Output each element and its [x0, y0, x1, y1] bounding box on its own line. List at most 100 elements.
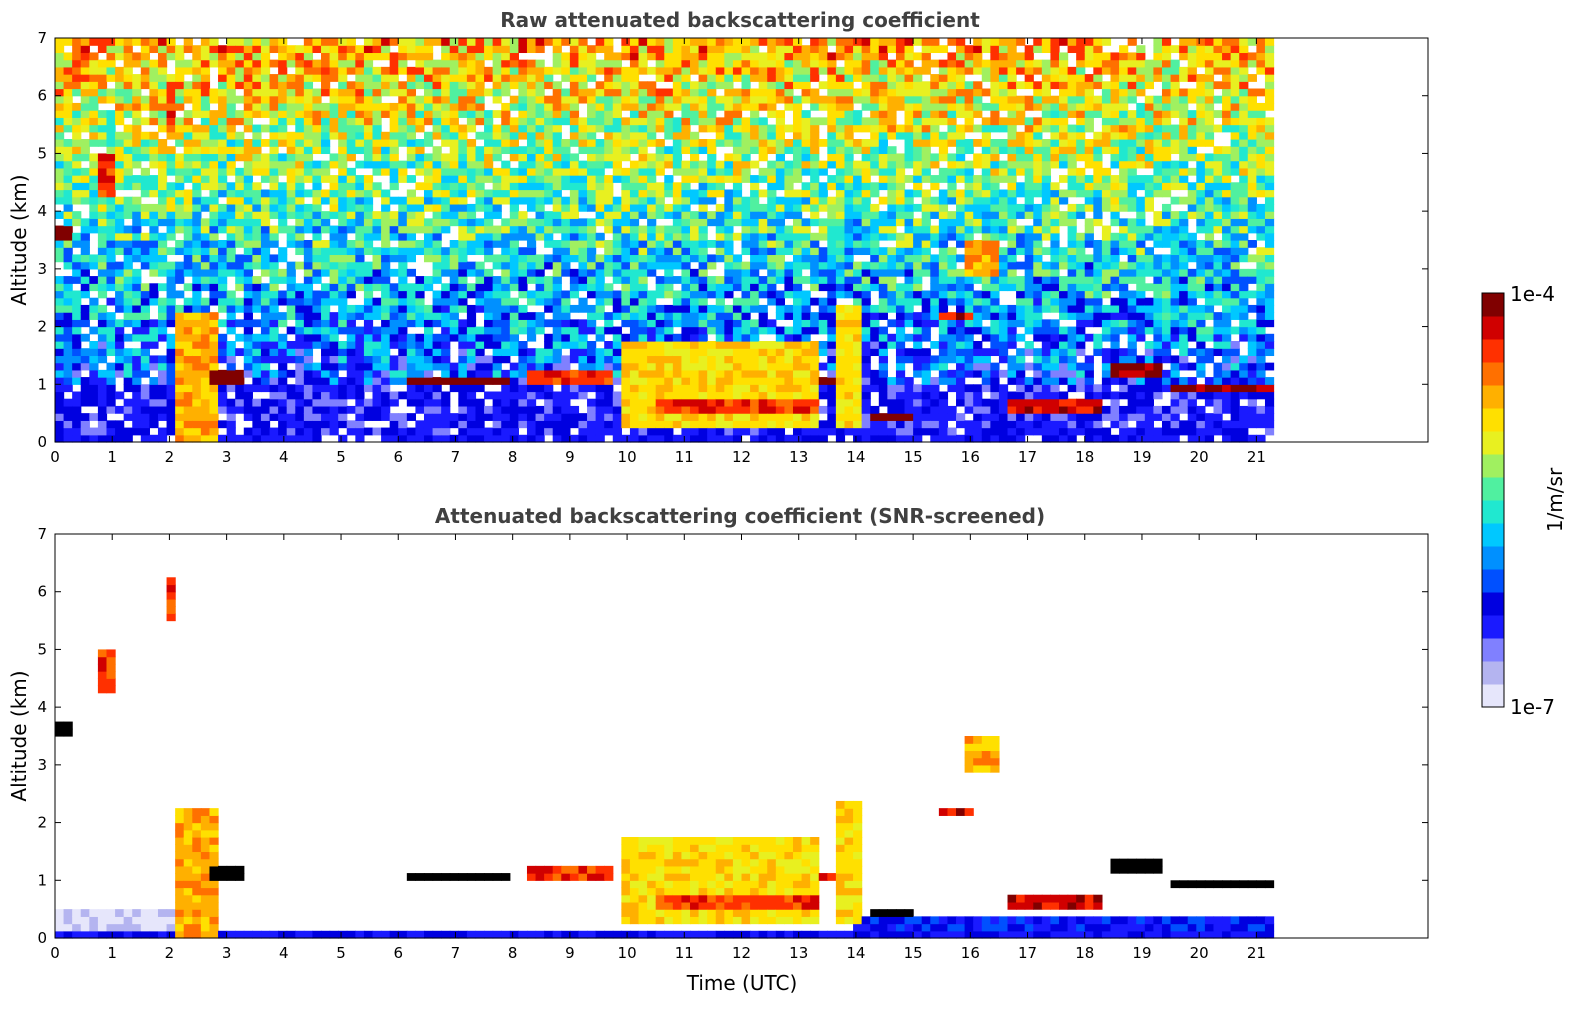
heat-cell [655, 74, 665, 82]
heat-cell [432, 160, 442, 169]
heat-cell [621, 175, 631, 183]
heat-cell [72, 66, 82, 75]
heat-cell [157, 312, 168, 320]
heat-cell [389, 81, 399, 90]
heat-cell [252, 377, 262, 385]
heat-cell [312, 319, 322, 328]
heat-cell [878, 254, 888, 263]
heat-cell [810, 189, 820, 198]
heat-cell [389, 290, 399, 299]
heat-cell [810, 420, 820, 429]
heat-cell [226, 362, 236, 371]
heat-cell [621, 139, 631, 147]
heat-cell [312, 341, 322, 349]
heat-cell [827, 261, 837, 270]
heat-cell [80, 182, 90, 191]
heat-cell [423, 304, 434, 313]
heat-cell [484, 391, 494, 400]
heat-cell [535, 254, 545, 263]
heat-cell [295, 290, 305, 299]
heat-cell [724, 377, 734, 385]
heat-cell [157, 160, 168, 169]
panel-title: Raw attenuated backscattering coefficien… [500, 8, 980, 32]
heat-cell [381, 304, 391, 313]
heat-cell [355, 88, 365, 97]
heat-cell [449, 369, 459, 378]
heat-cell [63, 95, 73, 104]
heat-cell [329, 413, 339, 421]
heat-cell [475, 196, 485, 205]
heat-cell [235, 254, 245, 263]
heat-cell [423, 413, 434, 421]
heat-cell [338, 326, 348, 335]
heat-cell [853, 290, 863, 299]
heat-cell [741, 341, 751, 349]
heat-cell [106, 283, 116, 292]
heat-cell [355, 427, 365, 436]
heat-cell [55, 196, 65, 205]
heat-cell [853, 434, 863, 443]
heat-cell [175, 398, 185, 407]
heat-cell [338, 420, 348, 429]
heat-cell [329, 405, 339, 414]
heat-cell [295, 247, 305, 256]
heat-cell [707, 167, 717, 176]
heat-cell [269, 139, 279, 147]
heat-cell [278, 398, 288, 407]
heat-cell [775, 232, 786, 241]
heat-cell [166, 391, 176, 400]
heat-cell [458, 182, 468, 191]
heat-cell [552, 95, 562, 104]
heat-cell [355, 413, 365, 421]
heat-cell [724, 110, 734, 118]
heat-cell [629, 59, 640, 68]
heat-cell [63, 434, 73, 443]
heat-cell [466, 218, 477, 227]
heat-cell [398, 167, 408, 176]
heat-cell [260, 384, 271, 393]
heat-cell [681, 362, 691, 371]
heat-cell [372, 189, 382, 198]
heat-cell [681, 203, 691, 212]
heat-cell [801, 66, 811, 75]
heat-cell [767, 110, 777, 118]
heat-cell [89, 189, 99, 198]
heat-cell [810, 160, 820, 169]
heat-cell [535, 110, 545, 118]
heat-cell [664, 203, 674, 212]
heat-cell [595, 189, 605, 198]
heat-cell [518, 189, 528, 198]
heat-cell [578, 203, 588, 212]
heat-cell [432, 66, 442, 75]
heat-cell [870, 167, 880, 176]
heat-cell [338, 240, 348, 248]
heat-cell [389, 413, 399, 421]
heat-cell [346, 196, 356, 205]
heat-cell [535, 117, 545, 126]
heat-cell [672, 319, 683, 328]
heat-cell [698, 290, 708, 299]
heat-cell [381, 377, 391, 385]
heat-cell [612, 211, 622, 219]
heat-cell [449, 276, 459, 284]
heat-cell [518, 384, 528, 393]
heat-cell [861, 384, 871, 393]
heat-cell [363, 290, 374, 299]
heat-cell [801, 59, 811, 68]
heat-cell [441, 348, 451, 357]
heat-cell [321, 175, 331, 183]
heat-cell [140, 362, 150, 371]
heat-cell [269, 203, 279, 212]
heat-cell [200, 45, 211, 54]
heat-cell [321, 304, 331, 313]
heat-cell [690, 110, 700, 118]
heat-cell [767, 189, 777, 198]
heat-cell [638, 240, 648, 248]
heat-cell [724, 240, 734, 248]
heat-cell [200, 355, 211, 364]
heat-cell [63, 74, 73, 82]
heat-cell [80, 240, 90, 248]
heat-cell [389, 110, 399, 118]
heat-cell [664, 369, 674, 378]
heat-cell [732, 232, 743, 241]
